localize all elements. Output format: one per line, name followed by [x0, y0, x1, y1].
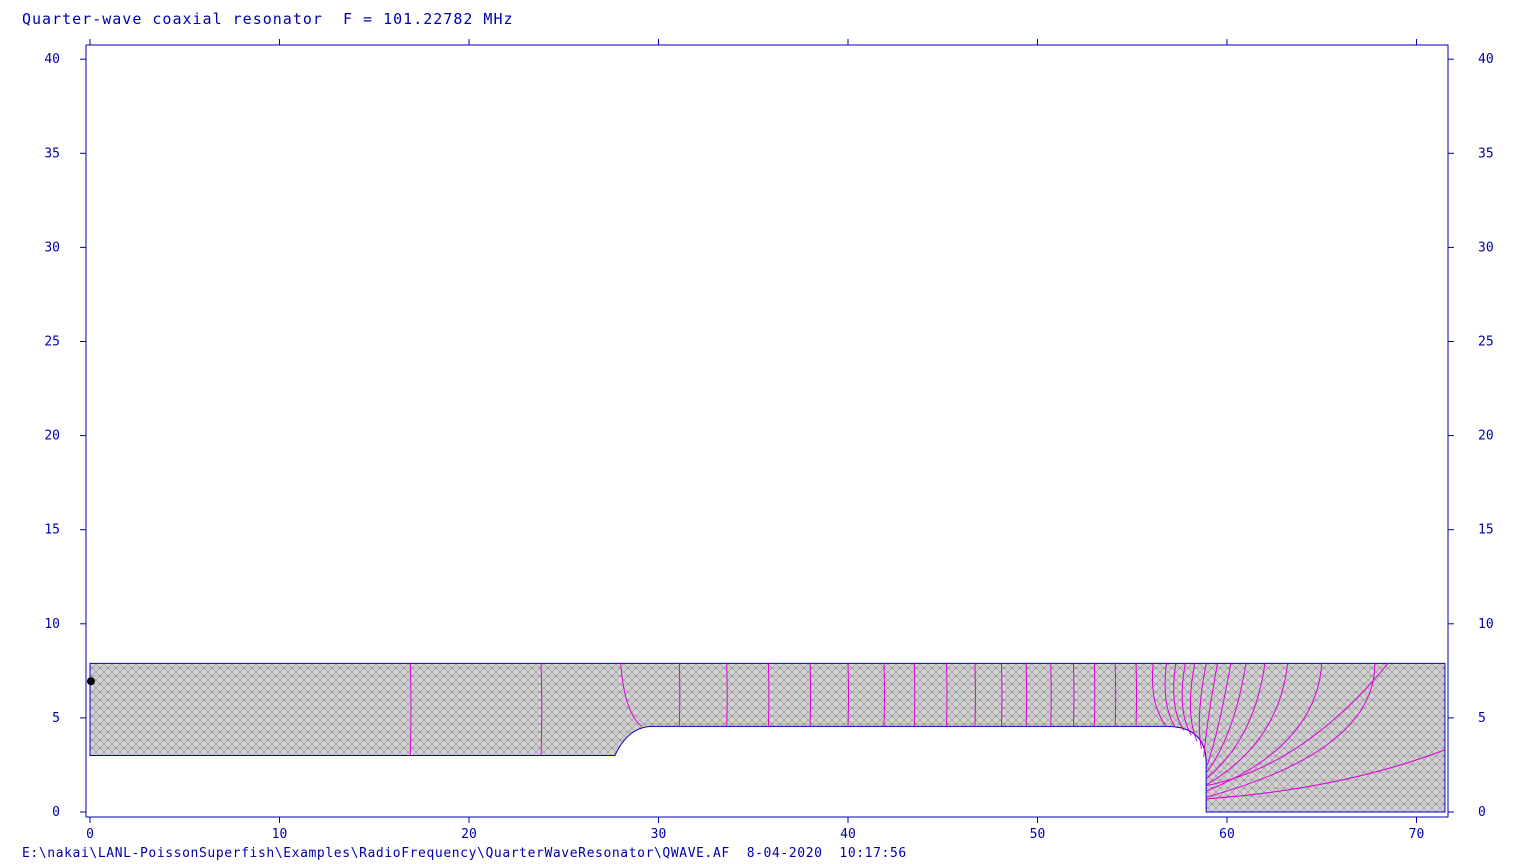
- field-line: [1206, 663, 1232, 766]
- y-tick-label-right: 0: [1478, 805, 1486, 820]
- field-line: [1206, 663, 1376, 798]
- x-tick-label: 10: [272, 827, 288, 842]
- field-line: [409, 663, 412, 756]
- field-line: [1164, 663, 1176, 728]
- field-line: [1206, 663, 1289, 785]
- x-tick-label: 30: [651, 827, 667, 842]
- y-tick-label-right: 25: [1478, 335, 1494, 350]
- y-tick-label-left: 30: [44, 240, 60, 255]
- x-tick-label: 50: [1030, 827, 1046, 842]
- origin-marker: [86, 677, 95, 686]
- field-line: [620, 663, 642, 727]
- axis-ticks: 0 10 20 30 40 50 60 70 0 0 5 5 10 10 15 15 20 20 25 25 30 30 3…: [44, 39, 1494, 842]
- field-line: [1181, 663, 1192, 736]
- field-line: [540, 663, 543, 756]
- time: 10:17:56: [839, 846, 907, 861]
- y-tick-label-right: 35: [1478, 146, 1494, 161]
- x-tick-label: 60: [1219, 827, 1235, 842]
- field-line: [1206, 663, 1247, 773]
- date: 8-04-2020: [746, 846, 823, 861]
- footer-info: E:\nakai\LANL-PoissonSuperfish\Examples\…: [22, 846, 907, 861]
- plot-frame: [85, 44, 1449, 818]
- field-line: [1189, 663, 1198, 742]
- y-tick-label-left: 5: [52, 711, 60, 726]
- field-line: [1203, 663, 1219, 758]
- field-line: [1206, 663, 1389, 787]
- field-line: [1173, 663, 1185, 731]
- y-tick-label-right: 10: [1478, 617, 1494, 632]
- x-tick-label: 40: [840, 827, 856, 842]
- y-tick-label-right: 30: [1478, 240, 1494, 255]
- plot-title: Quarter-wave coaxial resonator F = 101.2…: [22, 10, 514, 28]
- y-tick-label-left: 0: [52, 805, 60, 820]
- x-tick-label: 0: [86, 827, 94, 842]
- y-tick-label-left: 25: [44, 335, 60, 350]
- y-tick-label-right: 15: [1478, 523, 1494, 538]
- field-lines: [409, 663, 1446, 800]
- y-tick-label-left: 10: [44, 617, 60, 632]
- y-tick-label-right: 40: [1478, 52, 1494, 67]
- field-line: [1151, 663, 1167, 727]
- file-path: E:\nakai\LANL-PoissonSuperfish\Examples\…: [22, 846, 730, 861]
- field-line: [1198, 663, 1207, 749]
- field-line: [1206, 663, 1266, 779]
- y-tick-label-left: 40: [44, 52, 60, 67]
- y-tick-label-left: 15: [44, 523, 60, 538]
- y-tick-label-right: 20: [1478, 429, 1494, 444]
- y-tick-label-left: 35: [44, 146, 60, 161]
- y-tick-label-left: 20: [44, 429, 60, 444]
- x-tick-label: 20: [461, 827, 477, 842]
- x-tick-label: 70: [1409, 827, 1425, 842]
- field-line: [1206, 749, 1446, 800]
- y-tick-label-right: 5: [1478, 711, 1486, 726]
